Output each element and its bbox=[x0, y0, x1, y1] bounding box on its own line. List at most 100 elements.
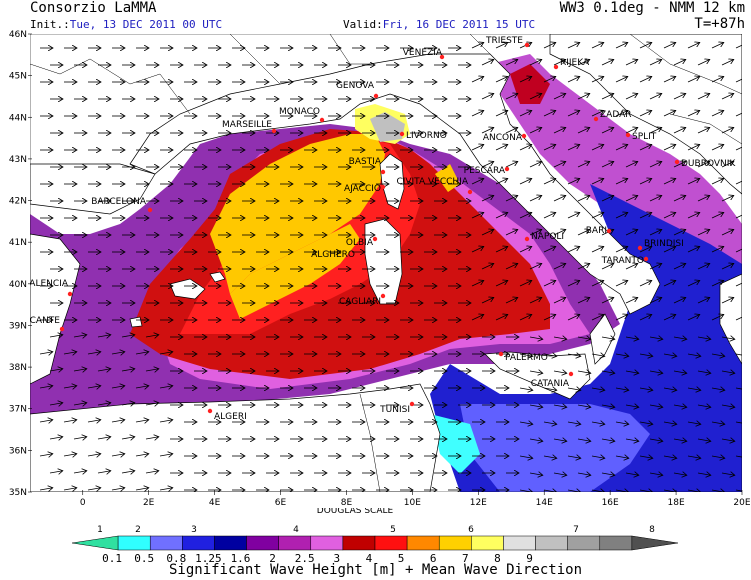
lat-tick-label: 40N bbox=[9, 280, 27, 290]
scale-caption: Significant Wave Height [m] + Mean Wave … bbox=[168, 562, 582, 578]
direction-arrow bbox=[615, 247, 628, 253]
direction-arrow bbox=[553, 405, 567, 407]
direction-arrow bbox=[553, 371, 567, 373]
direction-arrow bbox=[687, 43, 700, 49]
lon-tick-label: 16E bbox=[602, 498, 619, 508]
direction-arrow bbox=[639, 388, 653, 390]
direction-arrow bbox=[97, 437, 111, 439]
direction-arrow bbox=[649, 128, 662, 134]
direction-arrow bbox=[625, 128, 638, 134]
scale-swatch bbox=[374, 535, 408, 551]
direction-arrow bbox=[601, 196, 614, 202]
direction-arrow bbox=[697, 128, 710, 134]
direction-arrow bbox=[697, 60, 710, 66]
direction-arrow bbox=[567, 247, 580, 253]
scale-threshold: 9 bbox=[526, 552, 533, 565]
direction-arrow bbox=[471, 111, 484, 117]
lon-tick-label: 0 bbox=[80, 498, 86, 508]
valid-time: Valid:Fri, 16 DEC 2011 15 UTC bbox=[343, 18, 535, 31]
direction-arrow bbox=[505, 128, 518, 134]
scale-swatch bbox=[310, 535, 344, 551]
direction-arrow bbox=[625, 473, 639, 475]
direction-arrow bbox=[481, 298, 494, 304]
scale-swatch bbox=[149, 535, 183, 551]
direction-arrow bbox=[697, 405, 711, 407]
direction-arrow bbox=[471, 77, 484, 83]
direction-arrow bbox=[111, 386, 125, 388]
direction-arrow bbox=[649, 405, 663, 407]
city-marker bbox=[553, 64, 559, 70]
city-marker bbox=[637, 245, 643, 251]
direction-arrow bbox=[577, 264, 590, 270]
direction-arrow bbox=[615, 354, 629, 356]
direction-arrow bbox=[639, 315, 652, 321]
direction-arrow bbox=[49, 437, 63, 439]
direction-arrow bbox=[639, 456, 653, 458]
direction-arrow bbox=[591, 179, 604, 185]
scale-swatch bbox=[471, 535, 504, 551]
direction-arrow bbox=[673, 162, 686, 168]
direction-arrow bbox=[159, 420, 173, 422]
direction-arrow bbox=[591, 354, 605, 356]
direction-arrow bbox=[111, 352, 125, 354]
direction-arrow bbox=[471, 213, 484, 219]
direction-arrow bbox=[135, 352, 149, 354]
direction-arrow bbox=[601, 473, 615, 475]
direction-arrow bbox=[663, 315, 676, 321]
direction-arrow bbox=[471, 315, 484, 321]
direction-arrow bbox=[543, 145, 556, 151]
scale-swatch bbox=[278, 535, 312, 551]
direction-arrow bbox=[567, 315, 580, 321]
direction-arrow bbox=[567, 422, 581, 424]
direction-arrow bbox=[529, 371, 543, 373]
valid-label: Valid: bbox=[343, 18, 383, 31]
city-marker bbox=[504, 166, 510, 172]
direction-arrow bbox=[735, 421, 742, 424]
direction-arrow bbox=[39, 386, 53, 388]
direction-arrow bbox=[577, 473, 591, 475]
direction-arrow bbox=[495, 145, 508, 151]
direction-arrow bbox=[121, 335, 135, 337]
direction-arrow bbox=[673, 337, 687, 339]
direction-arrow bbox=[49, 335, 63, 337]
model-title: WW3 0.1deg - NMM 12 km bbox=[559, 0, 745, 16]
direction-arrow bbox=[625, 371, 639, 373]
direction-arrow bbox=[529, 473, 543, 475]
city-label: PESCARA bbox=[464, 166, 506, 176]
direction-arrow bbox=[519, 456, 533, 458]
direction-arrow bbox=[673, 298, 686, 304]
direction-arrow bbox=[111, 488, 125, 490]
direction-arrow bbox=[543, 388, 557, 390]
direction-arrow bbox=[591, 247, 604, 253]
direction-arrow bbox=[495, 43, 508, 49]
direction-arrow bbox=[495, 179, 508, 185]
direction-arrow bbox=[711, 354, 725, 356]
direction-arrow bbox=[529, 162, 542, 168]
direction-arrow bbox=[553, 60, 566, 66]
direction-arrow bbox=[97, 335, 111, 337]
lat-tick-label: 42N bbox=[9, 197, 27, 207]
direction-arrow bbox=[625, 264, 638, 270]
direction-arrow bbox=[601, 405, 615, 407]
lat-tick-label: 46N bbox=[9, 30, 27, 40]
direction-arrow bbox=[519, 77, 532, 83]
direction-arrow bbox=[615, 281, 628, 287]
direction-arrow bbox=[529, 230, 542, 236]
direction-arrow bbox=[601, 60, 614, 66]
valid-value: Fri, 16 DEC 2011 15 UTC bbox=[382, 18, 536, 31]
direction-arrow bbox=[519, 179, 532, 185]
city-label: ZADAR bbox=[600, 110, 632, 120]
direction-arrow bbox=[639, 43, 652, 49]
lat-tick-label: 43N bbox=[9, 155, 27, 165]
direction-arrow bbox=[615, 388, 629, 390]
scale-threshold: 0.1 bbox=[102, 552, 122, 565]
direction-arrow bbox=[601, 128, 614, 134]
direction-arrow bbox=[471, 179, 484, 185]
scale-threshold: 1.25 bbox=[195, 552, 222, 565]
city-label: BARCELONA bbox=[91, 197, 147, 207]
direction-arrow bbox=[97, 403, 111, 405]
direction-arrow bbox=[543, 111, 556, 117]
direction-arrow bbox=[649, 439, 663, 441]
direction-arrow bbox=[687, 281, 700, 287]
direction-arrow bbox=[721, 337, 735, 339]
